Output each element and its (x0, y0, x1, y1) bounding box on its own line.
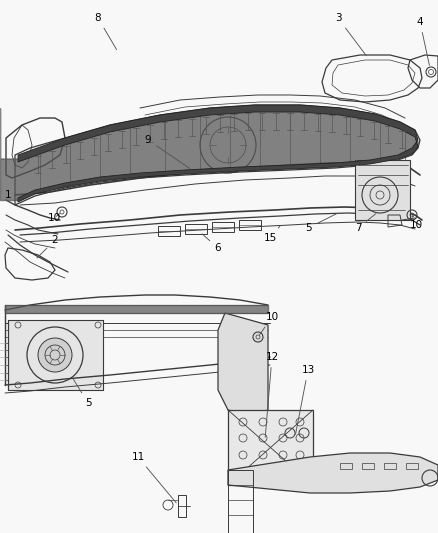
Polygon shape (18, 105, 418, 202)
Text: 3: 3 (335, 13, 366, 56)
Polygon shape (15, 105, 420, 205)
Circle shape (38, 338, 72, 372)
Text: 9: 9 (145, 135, 190, 168)
Text: 5: 5 (74, 379, 91, 408)
Bar (340, 463, 352, 469)
Text: 4: 4 (417, 17, 429, 65)
Text: 6: 6 (202, 234, 221, 253)
Bar (406, 463, 418, 469)
Text: 12: 12 (265, 352, 279, 437)
Text: 5: 5 (305, 213, 338, 233)
Text: 10: 10 (47, 213, 60, 223)
Polygon shape (228, 453, 438, 493)
Text: 1: 1 (5, 190, 18, 200)
Text: 11: 11 (131, 452, 176, 503)
Text: 10: 10 (260, 312, 279, 335)
Bar (384, 463, 396, 469)
Polygon shape (218, 313, 268, 415)
Bar (8, 320, 103, 390)
Bar (228, 410, 313, 485)
Bar (355, 160, 410, 220)
Bar (228, 470, 253, 533)
Bar (239, 220, 261, 230)
Text: 8: 8 (95, 13, 117, 50)
Text: 10: 10 (410, 215, 423, 230)
Text: 15: 15 (263, 226, 280, 243)
Bar (212, 222, 234, 232)
Bar (158, 226, 180, 236)
Bar (178, 495, 186, 517)
Bar (362, 463, 374, 469)
Polygon shape (5, 305, 268, 313)
Text: 13: 13 (296, 365, 314, 434)
Bar (185, 224, 207, 234)
Text: 2: 2 (37, 235, 58, 258)
Text: 7: 7 (355, 214, 376, 233)
